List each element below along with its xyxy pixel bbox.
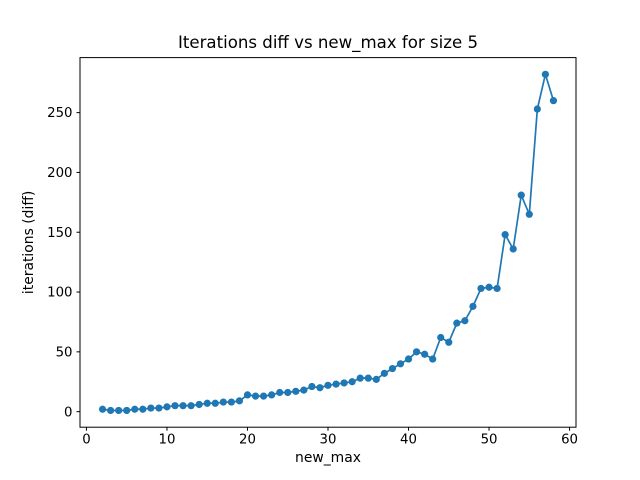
x-tick-label: 10 [159,433,176,448]
data-point-marker [259,392,268,400]
x-tick-label: 30 [320,433,337,448]
x-tick-label: 60 [561,433,578,448]
data-point-marker [348,378,356,386]
y-tick-label: 200 [47,166,72,181]
data-point-marker [364,374,372,382]
data-point-marker [195,400,203,409]
data-point-marker [179,402,187,410]
axes: 0 10 20 30 40 50 60 0 50 100 150 200 250 [47,57,578,448]
data-point-marker [243,391,252,399]
data-point-marker [469,302,477,310]
data-point-marker [461,317,469,325]
data-point-marker [107,406,115,415]
data-point-marker [332,380,340,388]
data-point-marker [421,350,429,358]
data-point-marker [211,399,219,407]
data-series [98,70,558,415]
x-tick-label: 20 [239,433,256,448]
data-point-marker [163,403,171,411]
data-point-marker [131,405,139,413]
data-point-marker [396,360,405,368]
chart-title: Iterations diff vs new_max for size 5 [178,33,478,53]
data-point-marker [139,405,147,413]
data-point-marker [187,402,195,410]
data-point-marker [123,406,131,415]
y-tick-label: 0 [64,405,72,420]
data-point-marker [380,369,388,377]
data-point-marker [308,382,316,391]
data-point-marker [429,355,437,363]
data-point-marker [276,388,284,397]
data-point-marker [533,105,541,113]
data-point-marker [445,338,453,346]
data-point-marker [284,388,292,397]
data-point-marker [541,70,550,78]
data-point-marker [251,392,260,400]
data-point-marker [340,379,348,387]
data-point-marker [509,245,517,253]
data-point-marker [525,210,533,218]
data-point-marker [388,364,397,373]
data-point-marker [203,399,211,407]
data-point-marker [235,397,244,405]
data-point-marker [324,381,332,389]
data-point-marker [372,375,380,383]
x-axis-label: new_max [295,450,361,466]
x-tick-label: 40 [400,433,417,448]
y-tick-label: 150 [47,226,72,241]
data-point-marker [300,386,308,394]
data-point-marker [356,374,364,382]
data-point-marker [171,402,179,410]
y-axis-label: iterations (diff) [21,191,37,294]
data-point-marker [147,404,155,412]
data-point-marker [292,387,300,395]
y-tick-label: 50 [56,345,73,360]
data-point-marker [485,283,493,291]
y-tick-label: 250 [47,106,72,121]
y-tick-label: 100 [47,286,72,301]
data-point-marker [549,97,558,105]
x-tick-label: 50 [481,433,498,448]
data-point-marker [412,348,421,356]
x-tick-label: 0 [82,433,90,448]
data-point-marker [227,398,235,406]
data-point-marker [219,398,227,406]
data-point-marker [517,191,525,199]
data-point-marker [477,284,485,293]
data-point-marker [115,406,123,415]
data-point-marker [155,404,163,412]
data-point-marker [453,319,461,327]
plot-frame [79,57,577,428]
data-point-marker [437,333,445,342]
data-point-marker [404,355,413,363]
data-point-marker [501,231,509,239]
data-point-marker [316,384,324,392]
data-point-marker [268,391,276,399]
data-point-marker [98,405,107,413]
data-point-marker [493,284,501,293]
